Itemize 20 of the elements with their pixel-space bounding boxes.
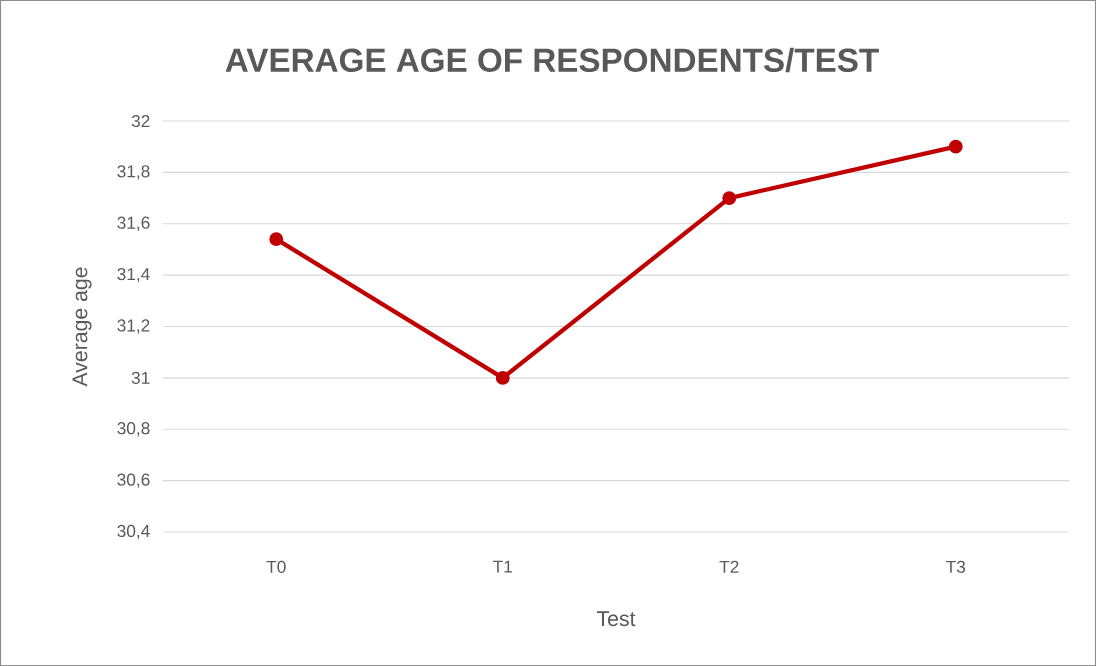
y-tick-label: 31,6 (117, 216, 150, 231)
point (948, 139, 963, 154)
x-tick-label: T3 (946, 560, 966, 573)
point (495, 370, 510, 385)
y-tick-label: 31,4 (117, 267, 150, 283)
chart-title: AVERAGE AGE OF RESPONDENTS/TEST (225, 47, 879, 73)
x-axis-title: Test (596, 611, 636, 627)
point (722, 191, 737, 205)
y-tick-label: 31,8 (117, 165, 150, 180)
x-tick-label: T1 (493, 560, 512, 573)
x-tick-label: T2 (719, 560, 739, 573)
y-tick-label: 30,4 (117, 524, 150, 540)
y-tick-label: 31 (131, 371, 150, 384)
y-axis-title: Average age (72, 267, 92, 387)
x-tick-label: T0 (266, 560, 286, 573)
y-tick-label: 30,8 (117, 422, 150, 437)
y-tick-label: 30,6 (117, 473, 150, 488)
y-tick-label: 32 (131, 114, 150, 128)
point (269, 232, 284, 247)
y-tick-label: 31,2 (117, 319, 150, 334)
